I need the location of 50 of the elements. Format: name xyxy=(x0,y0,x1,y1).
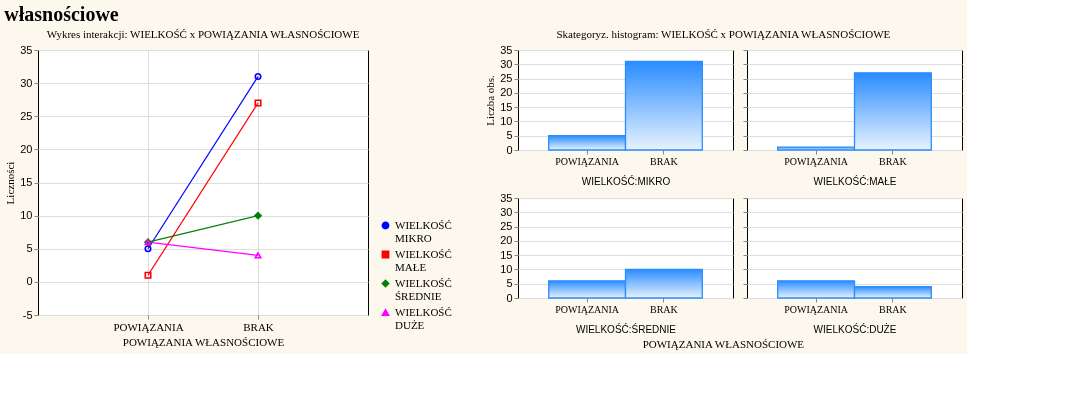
y-tick-label: 0 xyxy=(506,143,513,156)
chart-title: Wykres interakcji: WIELKOŚĆ x POWIĄZANIA WŁASNOŚCIOWE xyxy=(46,28,360,40)
x-tick-label: POWIĄZANIA xyxy=(784,155,849,167)
legend-label: WIELKOŚĆ ŚREDNIE xyxy=(395,276,452,302)
y-tick-label: 25 xyxy=(20,109,33,122)
y-tick-label: 35 xyxy=(20,43,33,56)
x-tick-label: BRAK xyxy=(878,303,908,315)
y-axis-title: Liczności xyxy=(4,161,17,205)
y-tick-label: 15 xyxy=(20,176,33,188)
y-tick-label: 35 xyxy=(500,43,513,56)
x-axis-title: WIELKOŚĆ:ŚREDNIE xyxy=(575,322,677,335)
y-tick-label: 25 xyxy=(500,220,513,233)
x-tick-label: POWIĄZANIA xyxy=(555,303,620,315)
y-tick-label: 20 xyxy=(500,86,513,99)
y-tick-label: 10 xyxy=(20,209,33,222)
y-tick-label: 30 xyxy=(500,205,513,218)
y-tick-label: 20 xyxy=(20,142,33,155)
x-tick-label: BRAK xyxy=(649,303,679,315)
y-tick-label: 5 xyxy=(506,129,513,142)
y-tick-label: 30 xyxy=(20,76,33,89)
legend-label: WIELKOŚĆ MIKRO xyxy=(395,218,452,244)
x-tick-label: BRAK xyxy=(243,320,274,333)
text: POWIĄZANIA WŁASNOŚCIOWE xyxy=(642,337,805,350)
x-axis-title: POWIĄZANIA WŁASNOŚCIOWE xyxy=(122,335,285,348)
chart-title: Skategoryz. histogram: WIELKOŚĆ x POWIĄZANIA WŁASNOŚCIOWE xyxy=(556,27,891,40)
y-tick-label: -5 xyxy=(22,308,33,321)
x-axis-title: WIELKOŚĆ:DUŻE xyxy=(813,322,897,335)
y-tick-label: 10 xyxy=(500,114,513,127)
y-tick-label: 10 xyxy=(500,262,513,275)
y-tick-label: 35 xyxy=(500,191,513,204)
y-tick-label: 0 xyxy=(506,291,513,304)
legend-label: WIELKOŚĆ DUŻE xyxy=(395,305,452,331)
x-tick-label: BRAK xyxy=(878,155,908,167)
text: własnościowe xyxy=(4,2,119,25)
x-tick-label: POWIĄZANIA xyxy=(555,155,620,167)
y-tick-label: 25 xyxy=(500,72,513,85)
legend-label: WIELKOŚĆ MAŁE xyxy=(395,247,452,273)
y-tick-label: 5 xyxy=(26,242,33,255)
x-axis-title: WIELKOŚĆ:MAŁE xyxy=(813,174,897,187)
y-tick-label: 15 xyxy=(500,100,513,113)
y-axis-title: Liczba obs. xyxy=(484,74,497,126)
y-tick-label: 15 xyxy=(500,248,513,261)
y-tick-label: 5 xyxy=(506,277,513,290)
x-axis-title: WIELKOŚĆ:MIKRO xyxy=(581,174,671,187)
y-tick-label: 0 xyxy=(26,275,33,288)
x-tick-label: POWIĄZANIA xyxy=(784,303,849,315)
y-tick-label: 30 xyxy=(500,57,513,70)
x-tick-label: POWIĄZANIA xyxy=(113,320,184,333)
y-tick-label: 20 xyxy=(500,234,513,247)
x-tick-label: BRAK xyxy=(649,155,679,167)
